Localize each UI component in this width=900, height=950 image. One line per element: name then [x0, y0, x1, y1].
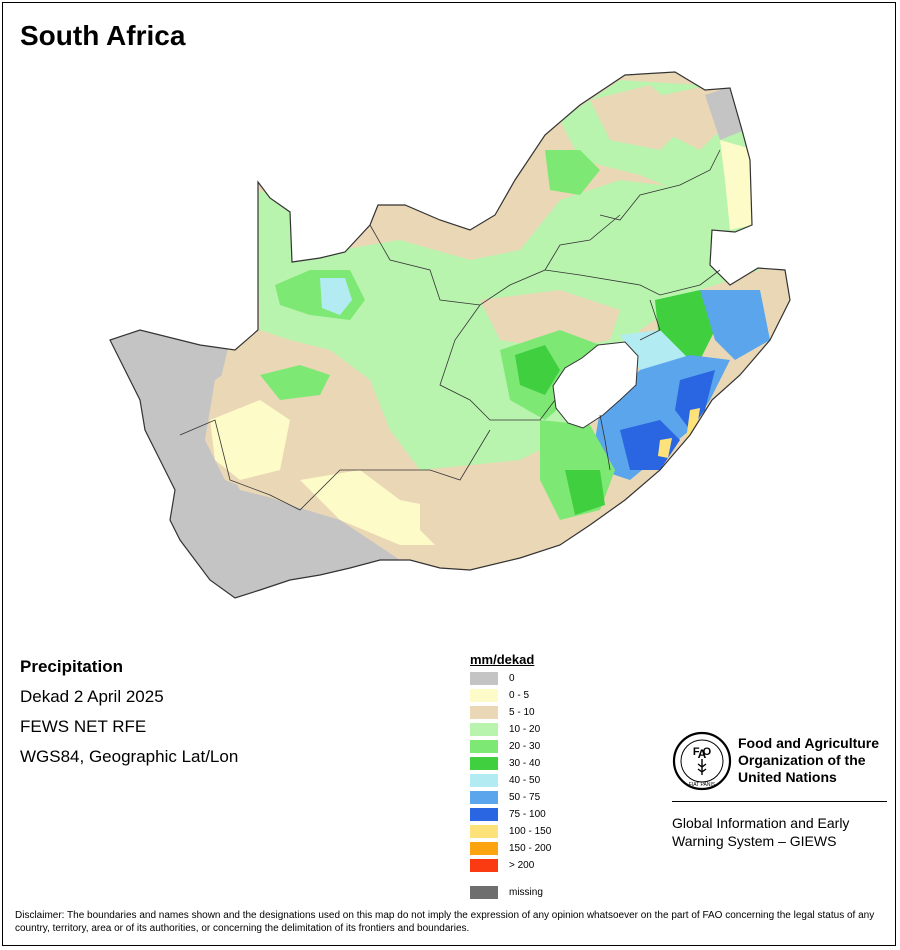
province-boundary-1	[369, 214, 621, 306]
info-source: FEWS NET RFE	[20, 717, 147, 736]
zone-100-150-kzn-south	[658, 438, 672, 458]
legend-label: 0	[509, 673, 515, 684]
legend-swatch	[470, 808, 498, 821]
zone-75-100-kzn-coast	[675, 370, 715, 430]
legend-swatch	[470, 842, 498, 855]
lesotho-region	[552, 341, 639, 429]
fao-logo-icon: F O A FIAT PANIS	[672, 731, 732, 791]
legend-swatch	[470, 774, 498, 787]
legend-item: 30 - 40	[470, 757, 540, 770]
zone-5-10-freestate	[480, 290, 620, 350]
rainfall-zones	[110, 80, 770, 598]
zone-0-5-west	[210, 400, 290, 480]
legend-label: 20 - 30	[509, 741, 541, 752]
map-title: South Africa	[20, 20, 186, 51]
zone-40-50-northwest	[320, 278, 352, 315]
fao-logo-motto: FIAT PANIS	[689, 782, 716, 788]
fao-name-line-1: Food and Agriculture	[738, 735, 880, 751]
info-projection: WGS84, Geographic Lat/Lon	[20, 747, 239, 766]
fao-name: Food and Agriculture Organization of the…	[738, 735, 898, 786]
legend-label: 50 - 75	[509, 792, 541, 803]
svg-text:F O: F O	[693, 746, 712, 758]
legend-item: 0 - 5	[470, 689, 529, 702]
zone-0-5-northeast	[720, 140, 755, 230]
legend-missing-label: missing	[509, 887, 543, 898]
info-heading: Precipitation	[20, 657, 123, 676]
legend-label: 0 - 5	[509, 690, 530, 701]
zone-50-75-kzn-north	[700, 290, 770, 360]
province-boundary-2	[439, 304, 556, 421]
province-boundary-4	[599, 149, 721, 221]
legend-swatch	[470, 825, 498, 838]
legend-missing-swatch	[470, 886, 498, 899]
zone-30-40-freestate	[515, 345, 560, 395]
legend-label: 10 - 20	[509, 724, 541, 735]
fao-divider	[672, 801, 887, 802]
legend-title: mm/dekad	[470, 652, 535, 667]
legend-swatch	[470, 706, 498, 719]
info-period: Dekad 2 April 2025	[20, 687, 164, 706]
legend-label: 5 - 10	[509, 707, 535, 718]
fao-name-line-2: Organization of the	[738, 752, 866, 768]
province-boundaries	[179, 149, 721, 511]
province-boundary-6	[179, 419, 491, 511]
zone-20-30-central	[260, 365, 330, 400]
legend-swatch	[470, 791, 498, 804]
legend-item: 10 - 20	[470, 723, 540, 736]
legend-missing: missing	[470, 886, 543, 899]
zone-75-100-kzn	[620, 420, 680, 470]
svg-text:A: A	[698, 747, 707, 761]
giews-name: Global Information and Early Warning Sys…	[672, 814, 887, 850]
legend-label: 100 - 150	[509, 826, 552, 837]
legend-item: 5 - 10	[470, 706, 535, 719]
disclaimer: Disclaimer: The boundaries and names sho…	[15, 910, 875, 934]
legend-swatch	[470, 740, 498, 753]
legend-label: 150 - 200	[509, 843, 552, 854]
zone-20-30-limpopo	[545, 150, 600, 195]
legend-item: 150 - 200	[470, 842, 551, 855]
zone-30-40-eastcape	[565, 470, 605, 515]
legend-item: 100 - 150	[470, 825, 551, 838]
legend-label: 75 - 100	[509, 809, 546, 820]
legend-label: > 200	[509, 860, 535, 871]
giews-line-1: Global Information and Early	[672, 815, 850, 831]
legend-swatch	[470, 689, 498, 702]
legend-item: 75 - 100	[470, 808, 546, 821]
zone-5-10-eastcape	[420, 460, 540, 560]
legend-item: 0	[470, 672, 515, 685]
province-boundary-3	[544, 269, 721, 296]
zone-100-150-kzn	[686, 408, 700, 440]
giews-line-2: Warning System – GIEWS	[672, 833, 837, 849]
legend-item: 20 - 30	[470, 740, 540, 753]
precipitation-map	[109, 71, 791, 599]
country-outline	[109, 71, 791, 599]
legend-swatch	[470, 672, 498, 685]
legend-label: 30 - 40	[509, 758, 541, 769]
legend-item: 40 - 50	[470, 774, 540, 787]
province-boundary-7	[599, 414, 611, 471]
province-boundary-5	[639, 299, 661, 341]
legend-item: 50 - 75	[470, 791, 540, 804]
legend-swatch	[470, 757, 498, 770]
fao-name-line-3: United Nations	[738, 769, 837, 785]
legend-swatch	[470, 723, 498, 736]
legend-swatch	[470, 859, 498, 872]
legend-item: > 200	[470, 859, 534, 872]
legend-label: 40 - 50	[509, 775, 541, 786]
